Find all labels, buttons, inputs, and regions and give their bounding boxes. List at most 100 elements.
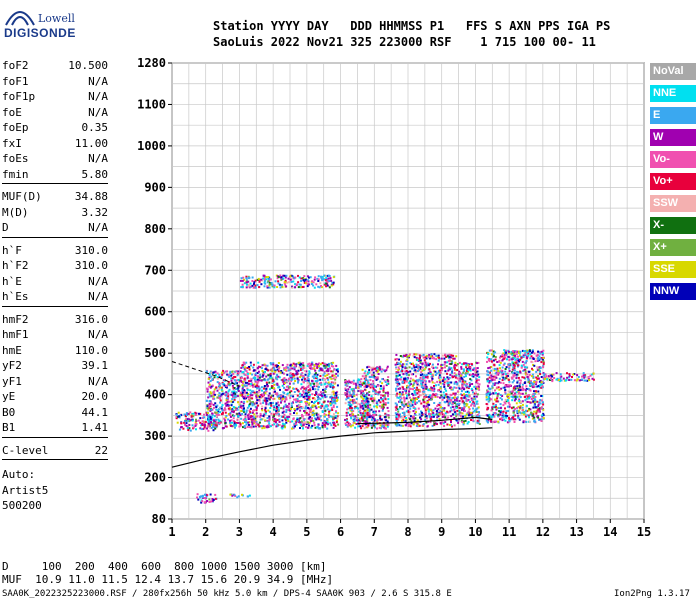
echo-point (487, 419, 490, 422)
echo-point (265, 387, 268, 390)
echo-point (248, 368, 251, 371)
echo-point (445, 389, 448, 392)
echo-point (477, 373, 480, 376)
echo-point (467, 410, 470, 413)
echo-point (215, 406, 218, 409)
echo-point (309, 387, 312, 390)
echo-point (314, 372, 317, 375)
echo-point (192, 426, 195, 429)
echo-point (529, 408, 532, 411)
echo-point (282, 396, 285, 399)
echo-point (308, 403, 310, 406)
echo-point (241, 384, 244, 387)
echo-point (361, 418, 364, 421)
echo-point (254, 418, 256, 421)
echo-point (224, 419, 227, 422)
echo-point (240, 277, 243, 280)
echo-point (277, 413, 280, 416)
echo-point (486, 380, 489, 383)
echo-point (585, 379, 588, 382)
echo-point (435, 393, 437, 396)
echo-point (421, 378, 424, 381)
echo-point (448, 376, 451, 379)
echo-point (275, 364, 278, 367)
echo-point (300, 400, 303, 403)
echo-point (208, 400, 211, 403)
echo-point (485, 419, 488, 422)
echo-point (282, 395, 285, 398)
echo-point (283, 368, 286, 371)
echo-point (471, 375, 474, 378)
echo-point (277, 280, 280, 283)
echo-point (280, 400, 283, 403)
echo-point (360, 378, 363, 381)
echo-point (313, 374, 316, 377)
echo-point (277, 362, 280, 364)
echo-point (519, 411, 522, 414)
echo-point (327, 365, 330, 368)
echo-point (251, 394, 254, 397)
echo-point (500, 417, 503, 420)
echo-point (289, 372, 292, 375)
echo-point (364, 404, 367, 407)
header-line-2: SaoLuis 2022 Nov21 325 223000 RSF 1 715 … (213, 35, 596, 49)
echo-point (425, 417, 428, 420)
echo-point (325, 280, 328, 283)
echo-point (529, 401, 532, 404)
echo-point (238, 425, 241, 428)
echo-point (330, 396, 333, 399)
ionogram-chart: 1 2 3 4 5 6 7 8 9 10 11 12 13 14 15 802003004005006007… (137, 56, 651, 539)
echo-point (531, 349, 534, 352)
echo-point (364, 420, 367, 423)
echo-point (332, 416, 335, 419)
echo-point (448, 366, 451, 369)
echo-point (440, 411, 443, 414)
echo-point (514, 414, 517, 417)
echo-point (419, 361, 422, 364)
echo-point (518, 387, 520, 390)
echo-point (237, 495, 240, 498)
echo-point (252, 418, 255, 421)
auto-scaling-line: Artist5 (2, 483, 49, 497)
echo-point (293, 412, 295, 414)
echo-point (523, 376, 526, 379)
echo-point (460, 390, 463, 393)
echo-point (332, 283, 335, 286)
echo-point (286, 418, 289, 421)
echo-point (459, 374, 462, 377)
echo-point (450, 354, 453, 357)
echo-point (443, 413, 445, 416)
echo-point (360, 419, 363, 422)
echo-point (439, 396, 441, 399)
echo-point (493, 367, 496, 370)
echo-point (468, 391, 470, 394)
echo-point (494, 358, 497, 361)
echo-point (353, 401, 356, 404)
echo-point (269, 402, 272, 405)
echo-point (422, 389, 425, 392)
echo-point (412, 364, 415, 367)
echo-point (541, 358, 544, 361)
echo-point (250, 415, 252, 418)
echo-point (396, 358, 399, 361)
echo-point (427, 364, 430, 367)
echo-point (524, 373, 527, 376)
echo-point (258, 395, 261, 398)
echo-point (518, 409, 520, 412)
echo-point (420, 383, 423, 386)
echo-point (246, 375, 249, 378)
echo-point (268, 392, 271, 395)
echo-point (212, 403, 215, 406)
echo-point (225, 385, 228, 388)
echo-point (272, 418, 274, 421)
echo-point (403, 414, 406, 416)
echo-point (368, 394, 371, 397)
echo-point (290, 367, 292, 370)
y-tick-label: 1100 (137, 97, 166, 111)
echo-point (444, 378, 447, 381)
echo-point (248, 366, 250, 368)
echo-point (528, 373, 531, 376)
echo-point (489, 387, 492, 390)
echo-point (280, 401, 282, 404)
echo-point (285, 369, 288, 372)
